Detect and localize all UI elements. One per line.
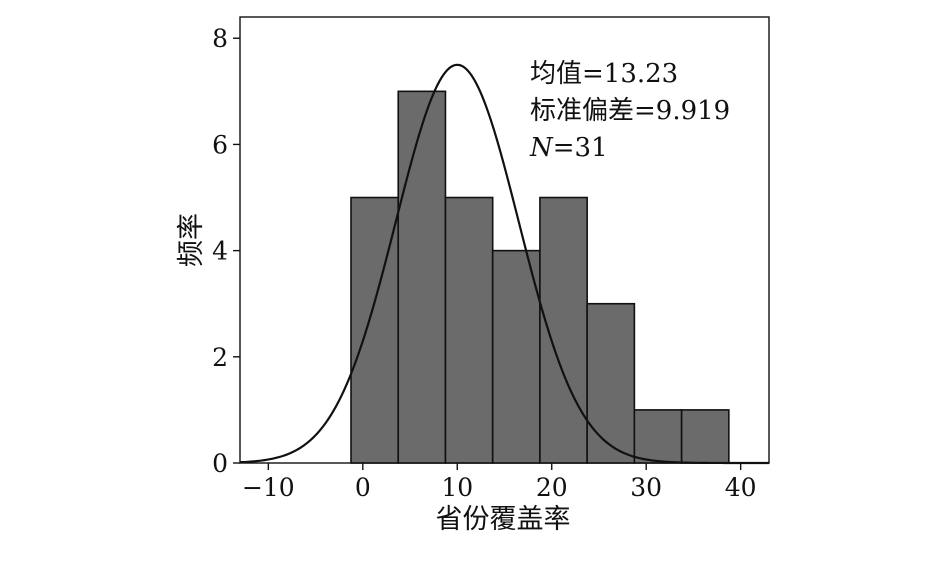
y-axis-title: 频率 [176,213,207,267]
y-tick-label: 8 [212,24,228,53]
stats-n: N=31 [529,133,608,163]
histogram-bar-5 [539,196,588,464]
x-tick-label: −10 [242,473,295,502]
y-tick-label: 2 [212,343,228,372]
stats-mean: 均值=13.23 [530,59,678,89]
normal-curve [239,63,769,465]
stats-sd: 标准偏差=9.919 [530,96,730,126]
stats-n-symbol: N [529,133,554,163]
stats-n-value: =31 [553,133,608,163]
histogram-bar-2 [397,90,447,464]
x-tick-label: 40 [725,473,757,502]
x-axis-title: 省份覆盖率 [436,504,571,535]
histogram-bar-7 [633,409,683,464]
x-tick-label: 10 [441,473,473,502]
axes-group: −10 0 10 20 30 40 0 2 4 6 8 [212,24,756,502]
y-tick-label: 6 [212,130,228,159]
x-tick-label: 30 [630,473,662,502]
y-tick-label: 4 [212,237,228,266]
histogram-bar-4 [491,249,541,464]
y-tick-label: 0 [212,449,228,478]
histogram-bar-8 [680,409,730,464]
histogram-bar-6 [586,302,636,464]
curve-group [239,63,769,465]
x-tick-label: 20 [536,473,568,502]
x-tick-label: 0 [355,473,371,502]
bars-group [350,90,730,464]
histogram-bar-3 [444,196,494,464]
